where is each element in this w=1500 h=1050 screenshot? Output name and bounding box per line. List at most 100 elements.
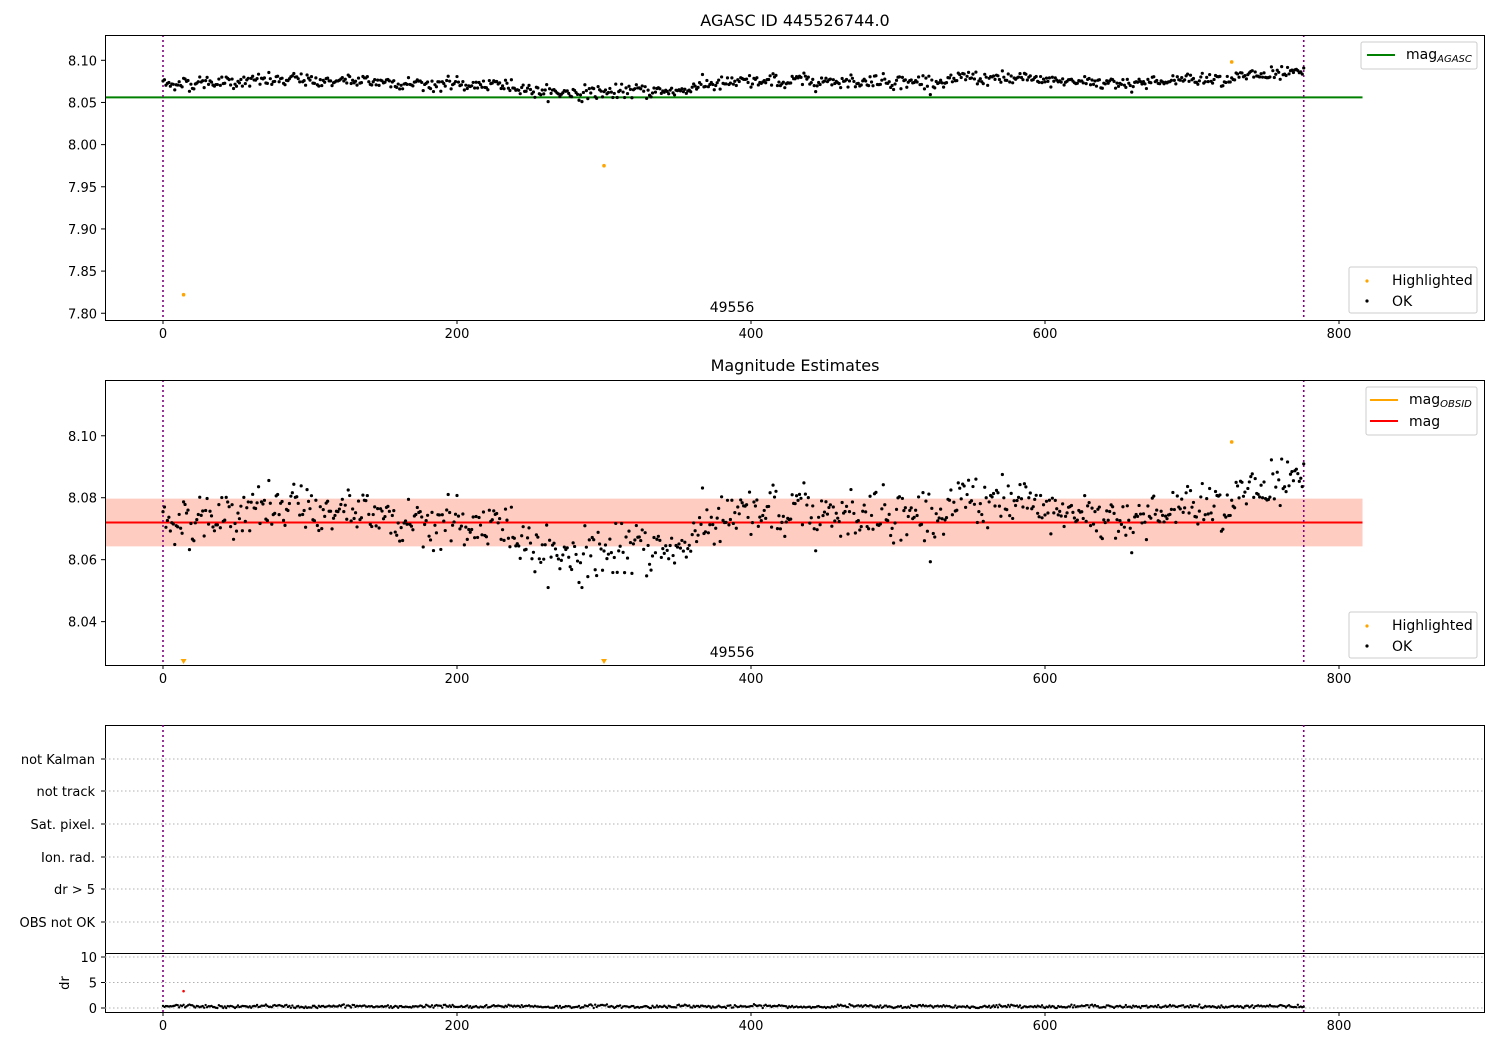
panel2-ok-point-706 xyxy=(1199,495,1203,499)
panel1-ok-point-188 xyxy=(437,80,441,84)
panel2-ok-point-505 xyxy=(903,506,907,510)
panel2-ok-point-471 xyxy=(853,531,857,535)
dr-point-676 xyxy=(1155,1005,1158,1009)
legend-ok-label-2: OK xyxy=(1392,639,1413,655)
panel2-ytick-label-3: 8.10 xyxy=(68,430,97,445)
panel2-ok-point-373 xyxy=(709,515,713,519)
panel2-ok-point-507 xyxy=(906,514,910,519)
panel2-ok-point-53 xyxy=(239,504,243,508)
panel2-ok-point-754 xyxy=(1269,458,1273,462)
panel2-ok-point-48 xyxy=(231,537,236,541)
panel2-xtick-label-3: 600 xyxy=(1033,672,1058,687)
panel1-ok-point-129 xyxy=(351,78,355,82)
panel1-ok-point-390 xyxy=(734,83,738,88)
panel1-ok-point-765 xyxy=(1285,65,1290,70)
panel2-ok-point-361 xyxy=(692,521,696,525)
panel2-ok-point-16 xyxy=(184,511,189,515)
panel1-ok-point-536 xyxy=(949,73,953,77)
flag-label-obs-not-ok: OBS not OK xyxy=(20,916,96,931)
panel2-ok-point-345 xyxy=(668,543,672,548)
panel2-ok-point-121 xyxy=(339,502,343,507)
panel2-ok-point-526 xyxy=(934,512,938,516)
dr-point-189 xyxy=(439,1004,443,1008)
dr-point-742 xyxy=(1252,1006,1255,1010)
dr-point-466 xyxy=(846,1005,850,1009)
panel1-ok-point-221 xyxy=(486,88,490,92)
panel1-ok-point-304 xyxy=(608,86,612,91)
panel2-ok-point-436 xyxy=(802,481,806,485)
panel2-ok-point-734 xyxy=(1240,480,1244,484)
dr-point-685 xyxy=(1168,1003,1172,1007)
panel2-ok-point-342 xyxy=(664,544,668,548)
panel1-ok-point-506 xyxy=(905,85,909,89)
dr-point-74 xyxy=(270,1006,273,1009)
panel2-ok-point-147 xyxy=(377,526,381,530)
panel2-ok-point-49 xyxy=(233,521,237,526)
dr-point-270 xyxy=(558,1004,562,1008)
panel2-ok-point-739 xyxy=(1247,480,1251,484)
panel2-ok-point-248 xyxy=(525,536,530,540)
panel1-ok-point-731 xyxy=(1235,72,1240,76)
panel2-ok-point-626 xyxy=(1081,516,1085,521)
panel1-ok-point-537 xyxy=(950,80,954,84)
panel2-ok-point-652 xyxy=(1119,522,1124,526)
panel2-ok-point-774 xyxy=(1299,476,1303,480)
dr-point-428 xyxy=(790,1004,794,1008)
panel2-ok-point-130 xyxy=(352,516,356,521)
panel1-ok-point-212 xyxy=(473,86,477,90)
panel1-ok-point-133 xyxy=(356,76,361,80)
panel2-ok-point-100 xyxy=(308,507,312,511)
panel1-ok-point-734 xyxy=(1240,71,1244,75)
panel1-ok-point-688 xyxy=(1172,78,1176,82)
panel2-ok-point-519 xyxy=(924,499,928,503)
panel2-ok-point-504 xyxy=(902,508,906,513)
panel2-ok-point-31 xyxy=(206,522,211,526)
dr-point-50 xyxy=(235,1005,238,1009)
panel2-ok-point-449 xyxy=(821,513,825,518)
panel1-ok-point-132 xyxy=(355,83,359,87)
panel1-ok-point-128 xyxy=(349,81,353,86)
panel1-ok-point-47 xyxy=(230,77,234,81)
panel2-ok-point-719 xyxy=(1218,493,1222,497)
panel1-ok-point-334 xyxy=(652,86,656,90)
panel2-ok-point-594 xyxy=(1034,493,1038,497)
panel1-ok-point-613 xyxy=(1062,83,1066,87)
panel2-ok-point-565 xyxy=(991,491,996,496)
panel2-xtick-label-4: 800 xyxy=(1327,672,1352,687)
panel1-ok-point-442 xyxy=(811,77,815,81)
panel1-ok-point-724 xyxy=(1225,74,1229,79)
panel2-ok-point-201 xyxy=(456,514,461,518)
panel2-ok-point-316 xyxy=(625,556,630,560)
panel2-ok-point-114 xyxy=(328,509,333,513)
panel1-ok-point-151 xyxy=(383,80,387,84)
panel1-ok-point-322 xyxy=(634,83,638,87)
panel2-ok-point-161 xyxy=(398,539,402,543)
panel1-ok-point-333 xyxy=(650,91,655,95)
panel1-ok-point-503 xyxy=(900,75,905,79)
dr-point-581 xyxy=(1015,1004,1019,1007)
panel1-ytick-label-4: 8.00 xyxy=(68,139,97,154)
dr-point-636 xyxy=(1096,1004,1100,1008)
panel1-ok-point-237 xyxy=(509,78,513,82)
panel2-ok-point-530 xyxy=(940,517,944,521)
panel1-ok-point-542 xyxy=(958,72,962,77)
panel1-ok-point-633 xyxy=(1091,82,1096,86)
panel1-ok-point-775 xyxy=(1300,72,1304,76)
panel1-ok-point-422 xyxy=(781,80,785,84)
panel1-ok-point-374 xyxy=(711,82,715,87)
dr-point-155 xyxy=(389,1004,393,1008)
panel2-ok-point-418 xyxy=(775,527,780,531)
panel2-ok-point-94 xyxy=(299,484,303,488)
panel2-ok-point-575 xyxy=(1006,484,1010,488)
panel1-ok-point-632 xyxy=(1090,78,1094,82)
panel1-ok-point-145 xyxy=(374,83,378,87)
panel2-ok-point-268 xyxy=(555,553,559,558)
panel2-ok-point-203 xyxy=(459,524,464,528)
panel2-ok-point-629 xyxy=(1086,504,1090,508)
panel2-ok-point-737 xyxy=(1244,502,1248,506)
panel1-ok-point-521 xyxy=(927,74,931,78)
panel1-ok-point-61 xyxy=(251,74,255,78)
panel2-ok-point-27 xyxy=(201,509,205,513)
panel2-ok-point-154 xyxy=(387,509,391,513)
panel1-ok-point-498 xyxy=(893,82,897,86)
